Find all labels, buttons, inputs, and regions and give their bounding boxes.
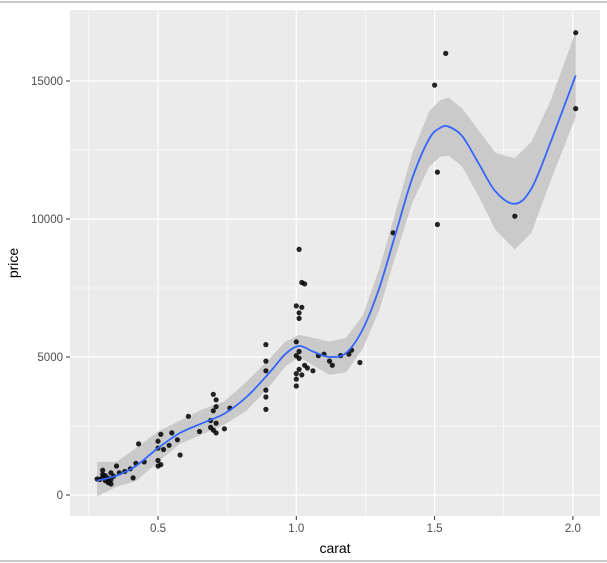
data-point — [166, 442, 172, 448]
y-tick-label: 10000 — [31, 214, 63, 226]
data-point — [221, 426, 227, 432]
data-point — [296, 246, 302, 252]
data-point — [155, 438, 161, 444]
data-point — [213, 420, 219, 426]
data-point — [196, 428, 203, 435]
data-point — [573, 30, 579, 36]
data-point — [155, 457, 161, 464]
data-point — [263, 342, 269, 348]
data-point — [174, 437, 180, 443]
y-axis: 0 5000 10000 15000 — [31, 76, 70, 502]
data-point — [346, 351, 352, 357]
data-point — [326, 358, 333, 364]
data-point — [512, 213, 518, 219]
data-point — [296, 315, 302, 321]
data-point — [293, 383, 299, 389]
data-point — [302, 281, 308, 287]
data-point — [299, 372, 305, 378]
data-point — [263, 368, 269, 374]
data-point — [293, 339, 299, 345]
data-point — [573, 106, 579, 112]
data-point — [432, 82, 438, 88]
data-point — [304, 365, 310, 371]
window-top-border — [0, 1, 607, 3]
x-tick-label: 1.0 — [288, 523, 304, 535]
data-point — [357, 359, 363, 366]
data-point — [390, 230, 396, 236]
data-point — [263, 387, 269, 393]
data-point — [213, 397, 219, 403]
data-point — [296, 310, 302, 316]
data-point — [136, 441, 142, 447]
data-point — [434, 221, 440, 228]
data-point — [177, 452, 183, 458]
data-point — [293, 371, 299, 377]
data-point — [263, 406, 269, 412]
data-point — [210, 391, 216, 397]
data-point — [296, 348, 302, 355]
data-point — [434, 169, 440, 175]
smooth-line — [96, 75, 577, 482]
data-point — [210, 408, 216, 414]
data-point — [263, 358, 269, 364]
y-tick-label: 0 — [57, 490, 63, 502]
y-axis-title: price — [5, 248, 21, 279]
data-point — [329, 362, 335, 368]
data-point — [263, 394, 269, 400]
data-point — [160, 446, 167, 453]
data-point — [158, 431, 164, 437]
x-tick-label: 2.0 — [565, 523, 581, 535]
data-point — [113, 463, 120, 469]
data-point — [213, 404, 219, 410]
y-tick-label: 15000 — [31, 76, 63, 88]
window-bottom-border — [0, 560, 607, 562]
data-point — [108, 481, 114, 487]
data-point — [296, 366, 302, 372]
x-tick-label: 0.5 — [150, 523, 166, 535]
data-point — [169, 430, 175, 436]
data-point — [100, 467, 106, 473]
x-tick-label: 1.5 — [427, 523, 443, 535]
confidence-ribbon — [97, 31, 576, 497]
data-point — [213, 430, 219, 436]
data-point — [293, 303, 299, 309]
data-point — [130, 475, 136, 481]
data-points — [94, 30, 579, 487]
data-point — [310, 368, 316, 374]
data-point — [158, 462, 164, 468]
data-point — [296, 355, 302, 361]
x-axis-title: carat — [319, 540, 350, 556]
x-axis: 0.5 1.0 1.5 2.0 — [150, 516, 581, 535]
data-point — [443, 50, 449, 57]
data-point — [293, 376, 299, 382]
data-point — [299, 304, 305, 310]
y-tick-label: 5000 — [37, 352, 63, 364]
data-point — [185, 413, 191, 419]
